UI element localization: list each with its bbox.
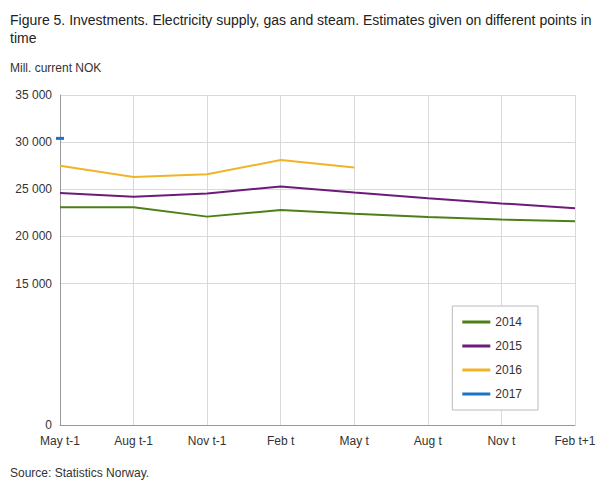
- svg-text:Feb t+1: Feb t+1: [554, 434, 595, 448]
- svg-text:2014: 2014: [495, 315, 522, 329]
- svg-text:25 000: 25 000: [15, 182, 52, 196]
- svg-text:Source: Statistics Norway.: Source: Statistics Norway.: [10, 466, 149, 480]
- svg-text:Mill. current NOK: Mill. current NOK: [10, 61, 101, 75]
- svg-text:May t-1: May t-1: [40, 434, 80, 448]
- svg-text:2015: 2015: [495, 339, 522, 353]
- svg-text:Aug t-1: Aug t-1: [114, 434, 153, 448]
- svg-text:Feb t: Feb t: [267, 434, 295, 448]
- svg-text:time: time: [10, 30, 37, 46]
- svg-text:Nov t-1: Nov t-1: [188, 434, 227, 448]
- svg-text:Aug t: Aug t: [414, 434, 443, 448]
- svg-text:Figure 5. Investments. Electri: Figure 5. Investments. Electricity suppl…: [10, 12, 595, 28]
- svg-text:20 000: 20 000: [15, 229, 52, 243]
- svg-text:2017: 2017: [495, 387, 522, 401]
- svg-text:15 000: 15 000: [15, 277, 52, 291]
- svg-text:May t: May t: [340, 434, 370, 448]
- svg-text:Nov t: Nov t: [487, 434, 516, 448]
- svg-text:0: 0: [45, 418, 52, 432]
- svg-text:35 000: 35 000: [15, 88, 52, 102]
- svg-text:2016: 2016: [495, 363, 522, 377]
- svg-text:30 000: 30 000: [15, 135, 52, 149]
